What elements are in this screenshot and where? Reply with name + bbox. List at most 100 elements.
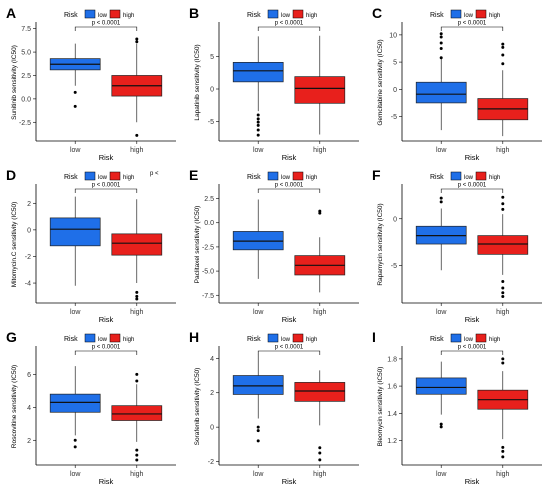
y-axis-label: Lapatinib sensitivity (IC50) xyxy=(194,44,201,120)
y-tick-label: 2 xyxy=(210,390,214,397)
outlier-point xyxy=(501,455,505,459)
x-axis-label: Risk xyxy=(99,477,114,486)
legend-label-low: low xyxy=(98,13,108,19)
x-tick-label: low xyxy=(436,147,447,154)
panel-letter: D xyxy=(6,167,16,183)
outlier-point xyxy=(501,53,505,57)
x-axis-label: Risk xyxy=(282,153,297,162)
p-value-label: p < 0.0001 xyxy=(275,21,304,27)
legend-label-high: high xyxy=(123,337,134,343)
box-iqr xyxy=(49,217,101,247)
x-tick-label: high xyxy=(496,147,509,154)
p-value-label: p < 0.0001 xyxy=(458,345,487,351)
legend-swatch-high xyxy=(109,9,121,19)
x-tick-label: low xyxy=(253,471,264,478)
y-tick-label: -7.5 xyxy=(202,293,214,300)
y-axis-label: Mitomycin.C sensitivity (IC50) xyxy=(11,202,18,288)
legend-swatch-high xyxy=(109,171,121,181)
outlier-point xyxy=(439,32,443,36)
x-axis-label: Risk xyxy=(465,153,480,162)
y-tick-label: 0 xyxy=(393,216,397,223)
panel-b: B Risk low high 5 0 -5 Lapatinib sensitivity (I… xyxy=(189,5,359,162)
x-axis-label: Risk xyxy=(465,315,480,324)
box-iqr xyxy=(111,233,163,256)
y-tick-label: 0 xyxy=(210,87,214,94)
y-tick-label: 2.5 xyxy=(21,73,31,80)
legend-label-high: high xyxy=(123,13,134,19)
legend-label-low: low xyxy=(464,13,474,19)
y-tick-label: 0.0 xyxy=(204,220,214,227)
y-tick-label: 7.5 xyxy=(21,26,31,33)
outlier-point xyxy=(439,46,443,50)
outlier-point xyxy=(135,458,139,462)
outlier-point xyxy=(135,453,139,457)
y-tick-label: 10 xyxy=(389,32,397,39)
outlier-point xyxy=(73,90,77,94)
x-tick-label: low xyxy=(253,309,264,316)
x-tick-label: high xyxy=(496,471,509,478)
legend-swatch-low xyxy=(267,171,279,181)
significance-bracket xyxy=(74,26,138,31)
outlier-point xyxy=(256,439,260,443)
legend-title: Risk xyxy=(430,336,444,343)
p-value-label: p < 0.0001 xyxy=(92,183,121,189)
y-tick-label: 4 xyxy=(27,405,31,412)
legend-swatch-high xyxy=(475,9,487,19)
legend: Risk low high xyxy=(430,9,500,19)
outlier-point xyxy=(501,62,505,66)
legend: Risk low high xyxy=(247,171,317,181)
p-value-label: p < 0.0001 xyxy=(275,183,304,189)
outlier-point xyxy=(135,297,139,301)
p-value-label: p < 0.0001 xyxy=(92,21,121,27)
outlier-point xyxy=(501,42,505,46)
y-tick-label: 1.8 xyxy=(387,356,397,363)
outlier-point xyxy=(501,294,505,298)
legend-title: Risk xyxy=(430,174,444,181)
legend-swatch-low xyxy=(450,9,462,19)
x-tick-label: low xyxy=(70,471,81,478)
outlier-point xyxy=(439,41,443,45)
box-high xyxy=(294,35,346,135)
panel-letter: B xyxy=(189,5,199,21)
x-tick-label: high xyxy=(313,147,326,154)
legend-label-high: high xyxy=(489,13,500,19)
legend-label-low: low xyxy=(98,175,108,181)
x-tick-label: low xyxy=(253,147,264,154)
y-tick-label: 6 xyxy=(27,372,31,379)
legend-swatch-high xyxy=(292,9,304,19)
y-tick-label: -5.0 xyxy=(202,269,214,276)
panel-letter: F xyxy=(372,167,381,183)
box-low xyxy=(232,199,284,279)
x-tick-label: high xyxy=(130,309,143,316)
x-axis-label: Risk xyxy=(465,477,480,486)
y-tick-label: -4 xyxy=(25,281,31,288)
y-tick-label: 5.0 xyxy=(21,50,31,57)
outlier-point xyxy=(135,379,139,383)
y-tick-label: 2 xyxy=(27,201,31,208)
panel-letter: I xyxy=(372,329,376,345)
legend-swatch-low xyxy=(84,9,96,19)
box-iqr xyxy=(232,375,284,395)
outlier-point xyxy=(73,438,77,442)
x-axis-label: Risk xyxy=(282,477,297,486)
x-tick-label: low xyxy=(70,309,81,316)
box-iqr xyxy=(49,393,101,413)
outlier-point xyxy=(501,45,505,49)
legend-label-low: low xyxy=(281,337,291,343)
outlier-point xyxy=(439,425,443,429)
panel-h: H Risk low high 4 2 0 -2 Sorafenib sensitivity (… xyxy=(189,329,359,486)
legend-label-low: low xyxy=(98,337,108,343)
outlier-point xyxy=(439,196,443,200)
box-high xyxy=(477,42,529,137)
panel-d: D Risk low high 2 0 -2 -4 Mitomycin.C sensitivit… xyxy=(6,167,176,324)
y-tick-label: 0.0 xyxy=(21,96,31,103)
panel-f: F Risk low high 0 -5 Rapamycin sensitivity (IC… xyxy=(372,167,542,324)
outlier-point xyxy=(501,445,505,449)
outlier-point xyxy=(256,133,260,137)
legend-swatch-low xyxy=(450,171,462,181)
legend: Risk low high xyxy=(64,333,134,343)
x-tick-label: low xyxy=(436,309,447,316)
outlier-point xyxy=(501,286,505,290)
